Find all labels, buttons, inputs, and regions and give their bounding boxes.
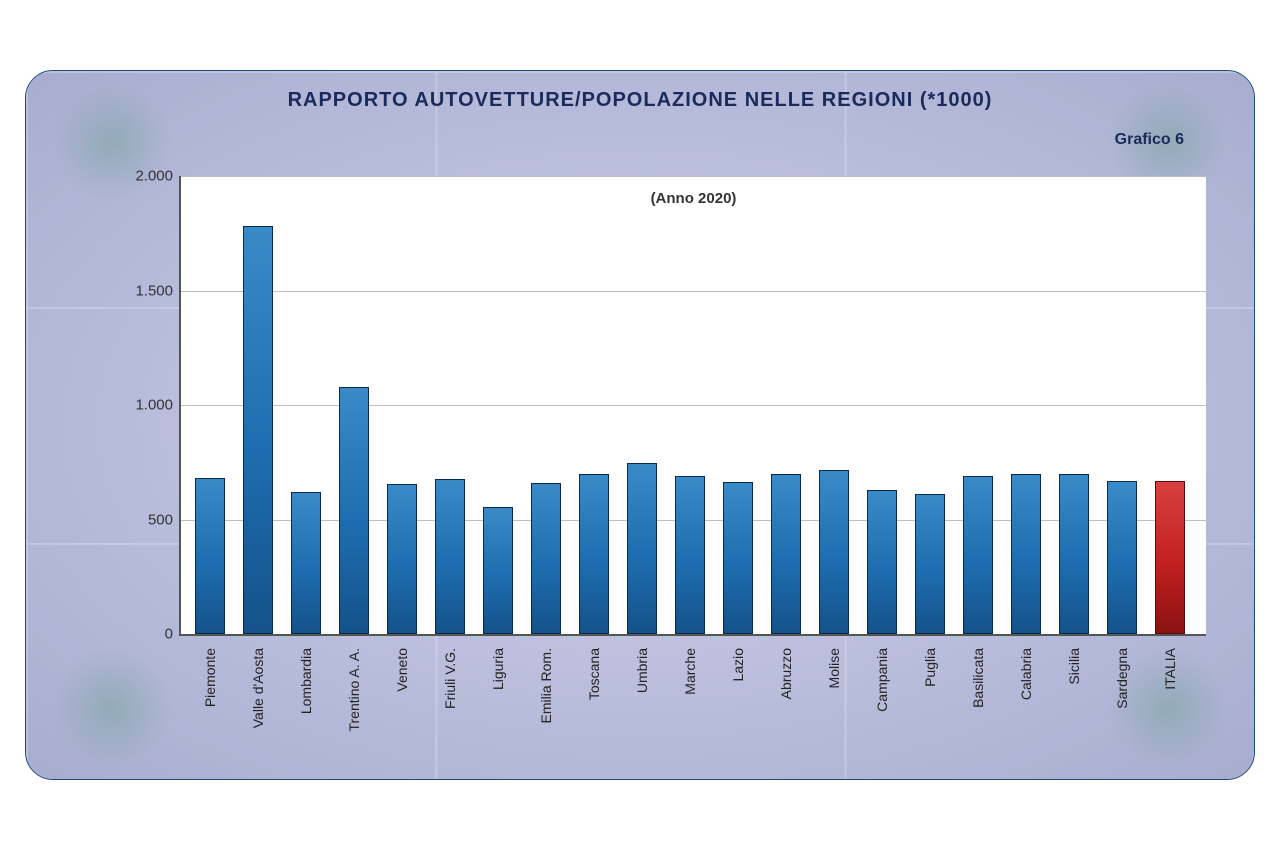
x-tick-label: Liguria [490,642,506,690]
bar-slot: Liguria [483,176,513,634]
x-tick-label: Valle d'Aosta [250,642,266,728]
bar [1107,481,1137,634]
x-tick-label: Sicilia [1066,642,1082,685]
plot-wrapper: (Anno 2020) 05001.0001.5002.000PiemonteV… [121,176,1206,736]
bar [867,490,897,634]
x-tick-label: Piemonte [202,642,218,707]
x-tick-label: Marche [682,642,698,695]
y-tick-label: 0 [165,626,181,643]
x-tick-label: Puglia [922,642,938,687]
x-tick-label: Lazio [730,642,746,681]
bar [483,507,513,634]
y-tick-label: 2.000 [135,168,181,185]
bar-slot: Lazio [723,176,753,634]
x-tick-label: Umbria [634,642,650,693]
bar-slot: Trentino A. A. [339,176,369,634]
bar-slot: Abruzzo [771,176,801,634]
bar-slot: Molise [819,176,849,634]
bar [771,474,801,634]
bar [675,476,705,634]
x-tick-label: Emilia Rom. [538,642,554,723]
x-tick-label: Basilicata [970,642,986,708]
bar-slot: ITALIA [1155,176,1185,634]
bar-slot: Puglia [915,176,945,634]
x-tick-label: Sardegna [1114,642,1130,709]
chart-graphic-label: Grafico 6 [1115,131,1184,149]
x-tick-label: Veneto [394,642,410,692]
bar-slot: Basilicata [963,176,993,634]
bar [291,492,321,634]
bar [387,484,417,634]
x-tick-label: Abruzzo [778,642,794,699]
x-tick-label: Toscana [586,642,602,700]
chart-title: RAPPORTO AUTOVETTURE/POPOLAZIONE NELLE R… [26,89,1254,112]
y-tick-label: 1.500 [135,282,181,299]
bar [531,483,561,634]
bar [915,494,945,634]
bar [819,470,849,634]
x-tick-label: ITALIA [1162,642,1178,690]
bar [1011,474,1041,634]
bar [243,226,273,634]
bar-slot: Veneto [387,176,417,634]
bar [1059,474,1089,634]
bar [435,479,465,634]
bar-slot: Marche [675,176,705,634]
plot-area: (Anno 2020) 05001.0001.5002.000PiemonteV… [179,176,1206,636]
bar-slot: Piemonte [195,176,225,634]
bar-slot: Sicilia [1059,176,1089,634]
chart-frame-wrapper: RAPPORTO AUTOVETTURE/POPOLAZIONE NELLE R… [25,70,1255,780]
bars-container: Piemonte Valle d'Aosta Lombardia Trentino A… [181,176,1206,634]
bar [627,463,657,634]
bar-slot: Friuli V.G. [435,176,465,634]
x-tick-label: Calabria [1018,642,1034,700]
bar [963,476,993,634]
x-tick-label: Molise [826,642,842,688]
bar [723,482,753,634]
bar [195,478,225,634]
x-tick-label: Trentino A. A. [346,642,362,732]
bar [579,474,609,634]
bar-slot: Emilia Rom. [531,176,561,634]
bar-slot: Toscana [579,176,609,634]
bar-slot: Sardegna [1107,176,1137,634]
bar-slot: Campania [867,176,897,634]
bar-accent [1155,481,1185,634]
bar [339,387,369,634]
chart-frame: RAPPORTO AUTOVETTURE/POPOLAZIONE NELLE R… [25,70,1255,780]
x-tick-label: Friuli V.G. [442,642,458,709]
bar-slot: Umbria [627,176,657,634]
bar-slot: Calabria [1011,176,1041,634]
y-tick-label: 500 [148,511,181,528]
x-tick-label: Lombardia [298,642,314,714]
x-tick-label: Campania [874,642,890,712]
bar-slot: Lombardia [291,176,321,634]
y-tick-label: 1.000 [135,397,181,414]
bar-slot: Valle d'Aosta [243,176,273,634]
